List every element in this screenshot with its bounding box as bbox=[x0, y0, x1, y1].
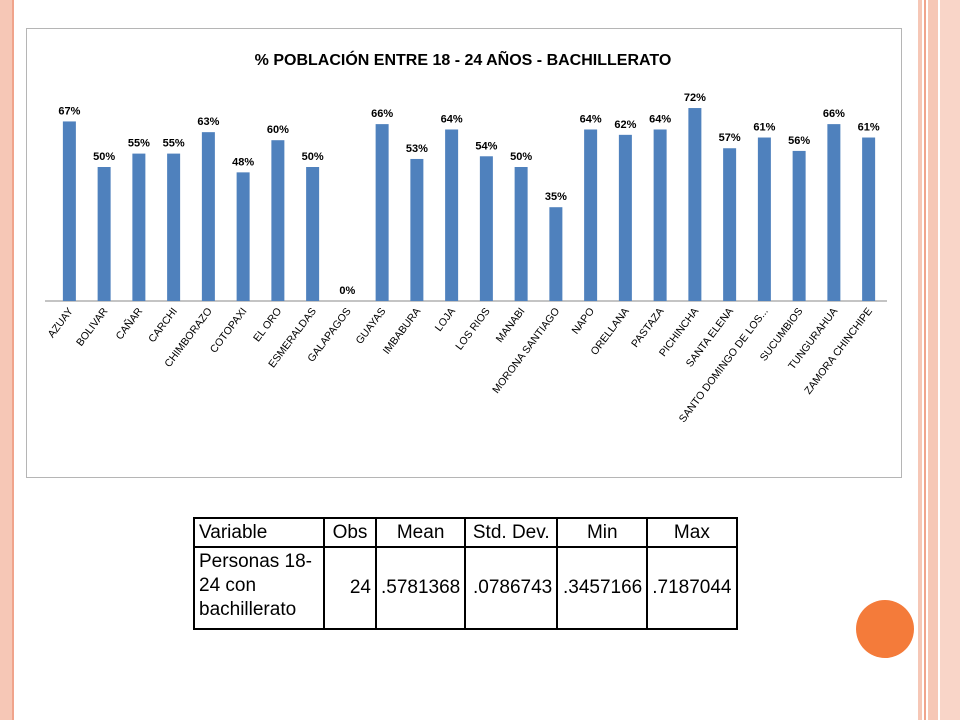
bar-series bbox=[62, 108, 876, 302]
summary-stats-table: Variable Obs Mean Std. Dev. Min Max Pers… bbox=[193, 517, 738, 630]
data-label: 50% bbox=[510, 151, 532, 163]
x-tick-label: LOJA bbox=[433, 306, 458, 334]
table-header-row: Variable Obs Mean Std. Dev. Min Max bbox=[193, 517, 738, 548]
slide-left-border bbox=[0, 0, 12, 720]
data-label: 66% bbox=[371, 108, 393, 120]
slide-left-border-line bbox=[12, 0, 14, 720]
x-tick-label: PASTAZA bbox=[629, 306, 666, 350]
bar bbox=[62, 121, 76, 301]
header-variable: Variable bbox=[193, 517, 325, 548]
bar bbox=[757, 137, 771, 301]
data-label: 54% bbox=[475, 140, 497, 152]
data-label: 61% bbox=[753, 122, 775, 134]
table-row: Personas 18- 24 con bachillerato 24 .578… bbox=[193, 546, 738, 630]
data-label: 50% bbox=[93, 151, 115, 163]
slide-right-band bbox=[924, 0, 926, 720]
bar bbox=[236, 172, 250, 301]
x-tick-label: LOS RIOS bbox=[453, 306, 492, 353]
header-max: Max bbox=[646, 517, 738, 548]
chart-title: % POBLACIÓN ENTRE 18 - 24 AÑOS - BACHILL… bbox=[255, 49, 672, 69]
x-tick-label: BOLIVAR bbox=[74, 305, 111, 348]
x-tick-label: ZAMORA CHINCHIPE bbox=[802, 306, 875, 397]
slide-right-band bbox=[940, 0, 960, 720]
data-label: 62% bbox=[614, 119, 636, 131]
bar bbox=[306, 167, 320, 301]
x-tick-label: AZUAY bbox=[46, 306, 76, 341]
variable-line: 24 con bbox=[199, 575, 257, 596]
data-label: 66% bbox=[823, 108, 845, 120]
cell-min: .3457166 bbox=[556, 546, 649, 630]
bar bbox=[479, 156, 493, 301]
data-label: 55% bbox=[163, 138, 185, 150]
cell-obs: 24 bbox=[323, 546, 377, 630]
cell-max: .7187044 bbox=[646, 546, 738, 630]
data-label: 67% bbox=[58, 105, 80, 117]
bar bbox=[271, 140, 285, 301]
x-tick-label: NAPO bbox=[570, 306, 597, 337]
slide-right-band bbox=[928, 0, 938, 720]
data-label: 0% bbox=[339, 285, 355, 297]
bar bbox=[653, 129, 667, 301]
cell-variable: Personas 18- 24 con bachillerato bbox=[193, 546, 325, 630]
slide-right-band bbox=[918, 0, 922, 720]
bar bbox=[549, 207, 563, 301]
x-tick-label: EL ORO bbox=[251, 306, 284, 345]
header-obs: Obs bbox=[323, 517, 377, 548]
bar bbox=[618, 134, 632, 301]
header-min: Min bbox=[556, 517, 649, 548]
bar bbox=[201, 132, 215, 301]
bar bbox=[827, 124, 841, 302]
x-tick-label: CAÑAR bbox=[113, 305, 146, 343]
bar bbox=[410, 158, 424, 301]
variable-line: Personas 18- bbox=[199, 551, 313, 572]
bar bbox=[375, 124, 389, 302]
bar bbox=[792, 150, 806, 301]
data-label: 57% bbox=[719, 132, 741, 144]
data-label: 53% bbox=[406, 143, 428, 155]
x-tick-label: MANABI bbox=[494, 306, 528, 345]
data-label: 56% bbox=[788, 135, 810, 147]
chart-frame: % POBLACIÓN ENTRE 18 - 24 AÑOS - BACHILL… bbox=[26, 28, 902, 478]
data-label: 72% bbox=[684, 92, 706, 104]
bar bbox=[167, 153, 181, 301]
bar bbox=[688, 108, 702, 301]
data-label: 55% bbox=[128, 138, 150, 150]
bar bbox=[514, 167, 528, 301]
x-tick-label: CARCHI bbox=[146, 306, 180, 345]
data-labels: 67% 50% 55% 55% 63% 48% 60% 50% 0% 66% 53% 64% 54% 50… bbox=[58, 92, 879, 297]
decorative-circle bbox=[856, 600, 914, 658]
x-tick-label: MORONA SANTIAGO bbox=[490, 306, 562, 396]
data-label: 35% bbox=[545, 191, 567, 203]
data-label: 64% bbox=[649, 113, 671, 125]
bar bbox=[862, 137, 876, 301]
cell-mean: .5781368 bbox=[374, 546, 467, 630]
data-label: 63% bbox=[197, 116, 219, 128]
variable-line: bachillerato bbox=[199, 599, 297, 620]
data-label: 48% bbox=[232, 156, 254, 168]
data-label: 61% bbox=[858, 122, 880, 134]
bar bbox=[584, 129, 598, 301]
data-label: 50% bbox=[302, 151, 324, 163]
bar bbox=[445, 129, 459, 301]
bar bbox=[132, 153, 146, 301]
data-label: 60% bbox=[267, 124, 289, 136]
bar bbox=[97, 167, 111, 301]
bar-chart: % POBLACIÓN ENTRE 18 - 24 AÑOS - BACHILL… bbox=[45, 49, 887, 425]
data-label: 64% bbox=[441, 113, 463, 125]
x-tick-label: GUAYAS bbox=[354, 306, 389, 347]
header-mean: Mean bbox=[374, 517, 467, 548]
bar bbox=[723, 148, 737, 301]
header-std-dev: Std. Dev. bbox=[464, 517, 559, 548]
cell-std-dev: .0786743 bbox=[464, 546, 559, 630]
data-label: 64% bbox=[580, 113, 602, 125]
